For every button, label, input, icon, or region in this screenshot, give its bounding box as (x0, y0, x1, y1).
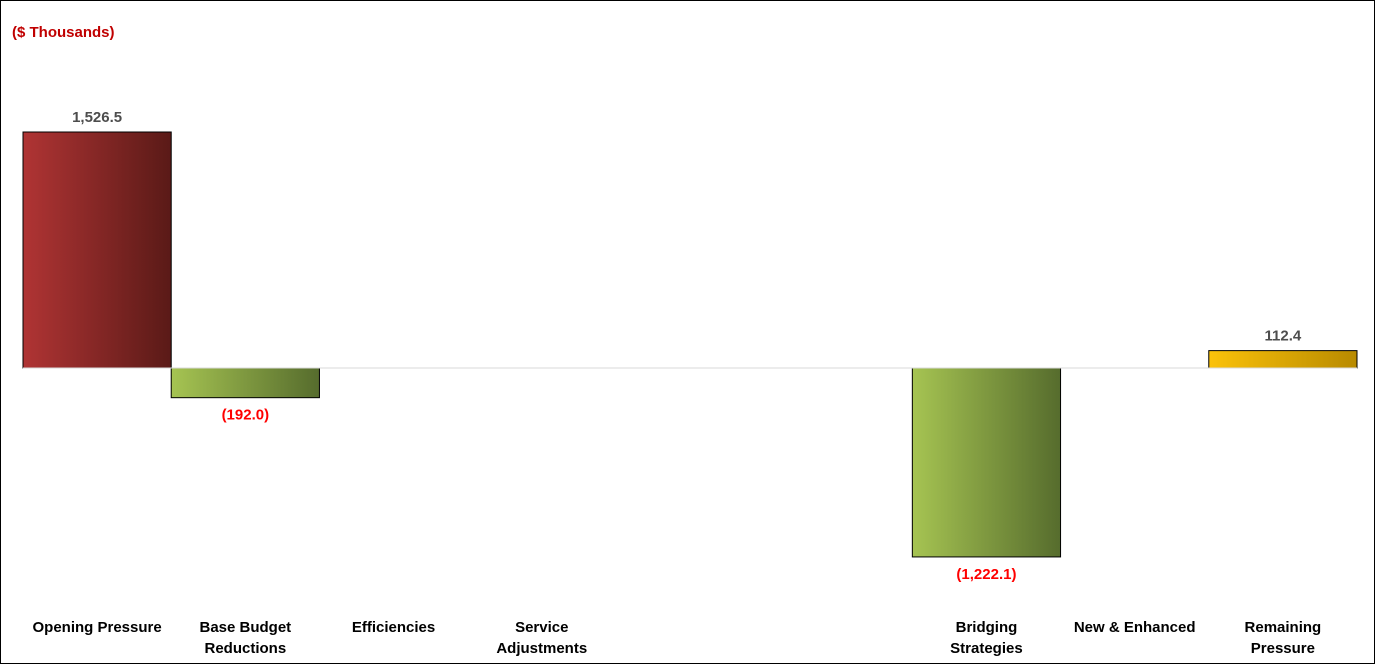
bars-layer (22, 131, 1358, 558)
category-label-line: Strategies (950, 640, 1023, 657)
category-label-new-and-enhanced: New & Enhanced (1074, 619, 1196, 636)
category-label-service-adjustments: Service Adjustments (496, 619, 587, 657)
bar-opening-pressure (22, 131, 172, 369)
category-label-line: Opening Pressure (33, 619, 162, 636)
labels-layer: 1,526.5 Opening Pressure (192.0) Base Budge… (33, 109, 1322, 657)
bar-base-budget-reductions (170, 367, 320, 399)
category-label-line: Efficiencies (352, 619, 435, 636)
data-label-remaining-pressure: 112.4 (1265, 328, 1302, 345)
category-label-line: Pressure (1251, 640, 1315, 657)
category-label-line: Remaining (1245, 619, 1322, 636)
category-label-bridging-strategies: Bridging Strategies (950, 619, 1023, 657)
bar-bridging-strategies (911, 367, 1062, 558)
category-label-line: Adjustments (496, 640, 587, 657)
category-label-base-budget-reductions: Base Budget Reductions (199, 619, 291, 657)
category-label-line: Bridging (956, 619, 1018, 636)
data-label-opening-pressure: 1,526.5 (72, 109, 122, 126)
data-label-bridging-strategies: (1,222.1) (956, 566, 1016, 583)
category-label-line: Base Budget (199, 619, 291, 636)
category-label-line: Reductions (204, 640, 286, 657)
category-label-efficiencies: Efficiencies (352, 619, 435, 636)
category-label-line: New & Enhanced (1074, 619, 1196, 636)
category-label-line: Service (515, 619, 568, 636)
data-label-base-budget-reductions: (192.0) (222, 407, 270, 424)
category-label-remaining-pressure: Remaining Pressure (1245, 619, 1322, 657)
unit-label: ($ Thousands) (12, 24, 115, 41)
category-label-opening-pressure: Opening Pressure (33, 619, 162, 636)
bar-remaining-pressure (1208, 350, 1358, 369)
